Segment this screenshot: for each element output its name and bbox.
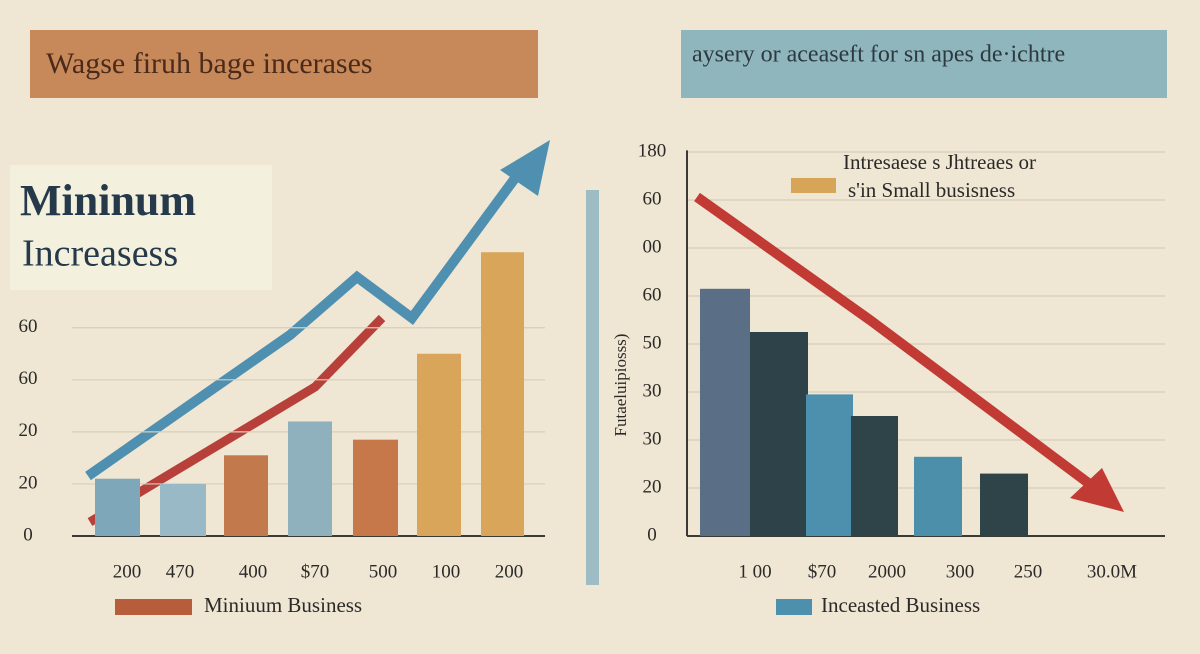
x-tick-label: 200 <box>495 561 524 582</box>
trend-arrow <box>85 163 529 481</box>
divider <box>586 190 599 585</box>
x-tick-label: 400 <box>239 561 268 582</box>
y-tick-label: 60 <box>19 316 38 337</box>
annotation: Mininum <box>20 176 196 225</box>
x-tick-label: $70 <box>808 561 837 582</box>
y-tick-label: 0 <box>647 524 657 545</box>
legend-swatch <box>115 599 192 615</box>
legend-label: Miniuum Business <box>204 593 362 617</box>
y-tick-label: 00 <box>643 236 662 257</box>
title-box <box>681 30 1167 98</box>
annotation-box <box>10 165 272 290</box>
trend-arrow <box>87 314 386 526</box>
legend-label: Intresaese s Jhtreaes or <box>843 150 1036 174</box>
annotation: Increasess <box>22 233 178 275</box>
y-tick-label: 30 <box>643 428 662 449</box>
chart-title: aysery or aceaseft for sn apes de·ichtre <box>692 42 1065 68</box>
legend-label: s'in Small busisness <box>848 178 1015 202</box>
x-tick-label: 100 <box>432 561 461 582</box>
y-tick-label: 60 <box>643 188 662 209</box>
chart-title: Wagse firuh bage incerases <box>46 47 373 80</box>
bar <box>750 332 808 536</box>
bar <box>353 439 398 536</box>
y-tick-label: 180 <box>638 140 667 161</box>
bar <box>700 288 750 536</box>
y-tick-label: 20 <box>643 476 662 497</box>
y-tick-label: 0 <box>23 524 33 545</box>
x-tick-label: $70 <box>301 561 330 582</box>
bar <box>417 353 461 536</box>
bar <box>224 455 268 536</box>
x-tick-label: 470 <box>166 561 195 582</box>
y-axis-label: Futaeluipiosss) <box>611 334 630 437</box>
trend-arrow <box>694 192 1098 493</box>
arrow-head <box>1070 468 1124 512</box>
bar <box>980 473 1028 536</box>
legend-swatch <box>791 178 836 193</box>
bar <box>288 421 332 536</box>
bar <box>481 252 524 537</box>
x-tick-label: 1 00 <box>738 561 771 582</box>
y-tick-label: 50 <box>643 332 662 353</box>
x-tick-label: 500 <box>369 561 398 582</box>
bar <box>851 416 898 536</box>
bar <box>914 456 962 536</box>
x-tick-label: 30.0M <box>1087 561 1137 582</box>
y-tick-label: 20 <box>19 420 38 441</box>
legend-swatch <box>776 599 812 615</box>
x-tick-label: 2000 <box>868 561 906 582</box>
y-tick-label: 60 <box>19 368 38 389</box>
x-tick-label: 250 <box>1014 561 1043 582</box>
x-tick-label: 300 <box>946 561 975 582</box>
x-tick-label: 200 <box>113 561 142 582</box>
y-tick-label: 20 <box>19 472 38 493</box>
title-box <box>30 30 538 98</box>
bar <box>806 394 853 536</box>
bar <box>95 478 140 536</box>
legend-label: Inceasted Business <box>821 593 980 617</box>
arrow-head <box>500 140 550 196</box>
bar <box>160 483 206 536</box>
y-tick-label: 60 <box>643 284 662 305</box>
y-tick-label: 30 <box>643 380 662 401</box>
